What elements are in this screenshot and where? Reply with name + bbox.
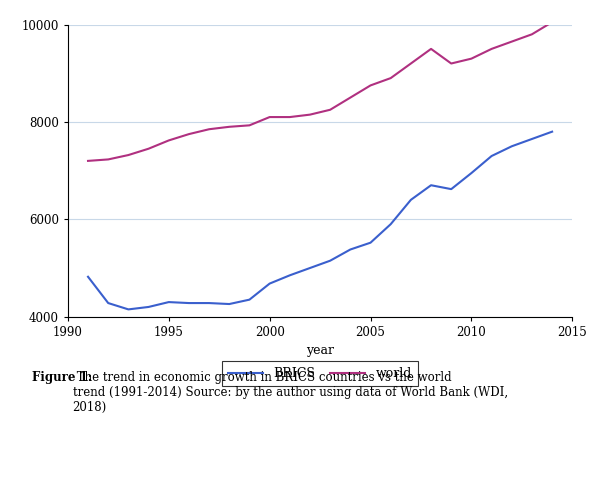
Text: The trend in economic growth in BRICS countries vs the world
trend (1991-2014) S: The trend in economic growth in BRICS co… bbox=[73, 371, 507, 414]
Text: Figure 1:: Figure 1: bbox=[32, 371, 93, 383]
Legend: BRICS, world: BRICS, world bbox=[222, 361, 418, 386]
X-axis label: year: year bbox=[306, 344, 334, 357]
